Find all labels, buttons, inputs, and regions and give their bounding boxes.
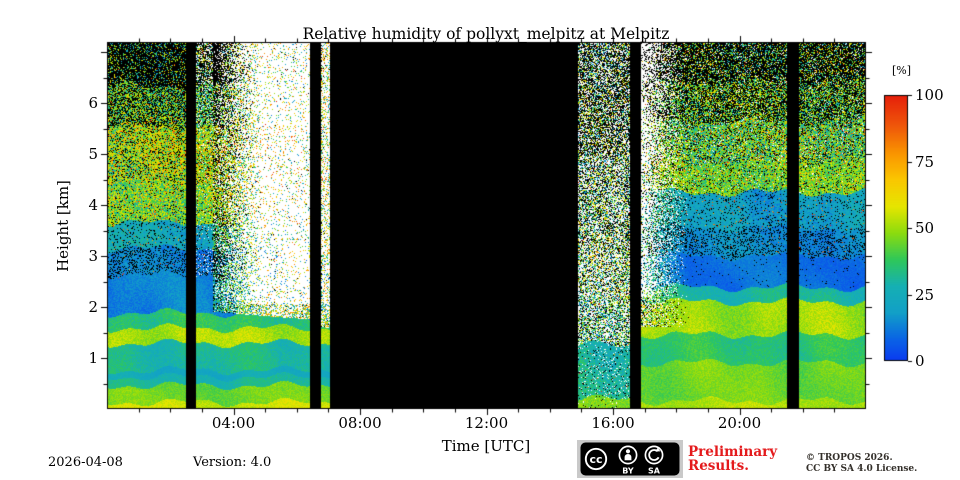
colorbar-tick-label: 25 [915, 285, 935, 304]
colorbar-unit-label: [%] [892, 64, 912, 77]
colorbar-tick-label: 100 [915, 86, 944, 104]
footer-date: 2026-04-08 [48, 455, 123, 470]
x-tick-label: 20:00 [717, 414, 762, 432]
y-tick-label: 1 [88, 349, 98, 368]
x-axis-label: Time [UTC] [441, 437, 531, 455]
svg-text:SA: SA [648, 467, 661, 476]
sa-icon: SA [644, 445, 664, 476]
cc-license-badge: cc BY SA [577, 440, 683, 478]
preliminary-line-2: Results. [688, 458, 749, 474]
copyright-line-1: © TROPOS 2026. [806, 453, 893, 463]
colorbar-tick-label: 75 [915, 152, 935, 171]
y-tick-label: 4 [88, 196, 98, 215]
colorbar-tick-label: 0 [915, 352, 925, 370]
svg-text:BY: BY [622, 467, 634, 476]
y-axis-label: Height [km] [54, 180, 72, 272]
cc-icon: cc [584, 447, 608, 471]
y-tick-label: 2 [88, 298, 98, 317]
footer-version: Version: 4.0 [193, 455, 272, 470]
y-tick-label: 5 [88, 145, 98, 164]
by-icon: BY [618, 445, 638, 476]
preliminary-results-note: Preliminary Results. [688, 445, 777, 473]
copyright-line-2: CC BY SA 4.0 License. [806, 463, 918, 474]
x-tick-label: 04:00 [211, 414, 256, 432]
y-tick-label: 3 [88, 247, 98, 266]
plot-title: Relative humidity of pollyxt_melpitz at … [302, 25, 670, 43]
x-tick-label: 12:00 [464, 414, 509, 432]
colorbar-tick-label: 50 [915, 219, 935, 237]
x-tick-label: 16:00 [591, 414, 635, 432]
cc-badge-graphic: cc BY SA [580, 442, 680, 476]
preliminary-line-1: Preliminary [688, 444, 778, 460]
copyright-note: © TROPOS 2026. CC BY SA 4.0 License. [806, 453, 917, 474]
y-tick-label: 6 [88, 94, 98, 113]
x-tick-label: 08:00 [338, 414, 382, 432]
svg-text:cc: cc [589, 453, 602, 466]
